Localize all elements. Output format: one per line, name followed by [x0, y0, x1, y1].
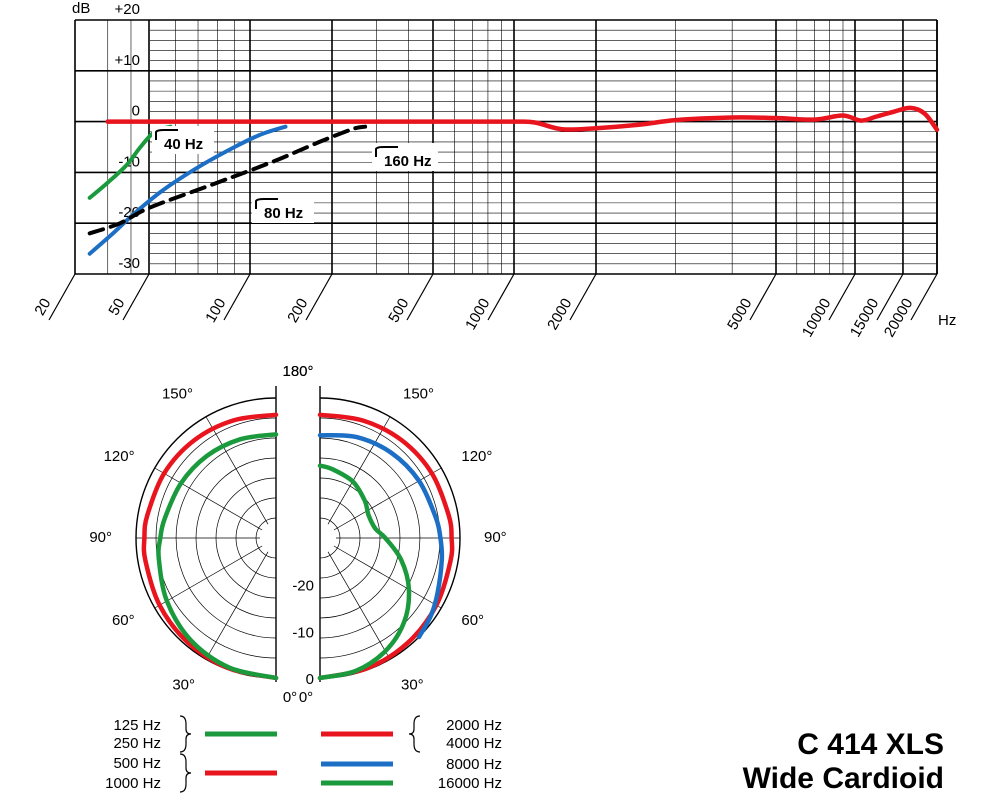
model-name: C 414 XLS — [797, 728, 944, 761]
x-tick-mark — [48, 273, 76, 321]
polar-spoke — [327, 551, 391, 660]
legend-label: 16000 Hz — [438, 775, 502, 792]
legend-brace — [179, 753, 192, 793]
legend-brace — [408, 715, 421, 753]
polar-spoke — [333, 467, 442, 531]
product-title: C 414 XLS Wide Cardioid — [743, 728, 944, 796]
polar-spoke — [205, 416, 269, 525]
cutoff-label: 160 Hz — [384, 153, 432, 170]
pattern-name: Wide Cardioid — [742, 762, 944, 795]
cutoff-label: 40 Hz — [164, 136, 203, 153]
polar-spoke — [333, 545, 442, 609]
frequency-grid — [74, 19, 938, 275]
x-tick-mark — [487, 273, 515, 321]
polar-left-green-curve — [156, 432, 279, 681]
filter-icon — [375, 146, 398, 157]
legend-label: 250 Hz — [113, 735, 161, 752]
x-tick-mark — [749, 273, 777, 321]
polar-spoke — [205, 551, 269, 660]
angle-label: 90° — [484, 529, 507, 546]
angle-label: 90° — [89, 529, 112, 546]
polar-spoke — [154, 545, 263, 609]
polar-left-red-curve — [141, 412, 279, 681]
radial-level-label: -20 — [292, 578, 314, 595]
y-tick-label: -30 — [118, 255, 140, 272]
cutoff-flag: 80 Hz — [252, 195, 314, 223]
angle-label: 0° — [299, 689, 313, 706]
cutoff-flag: 160 Hz — [372, 143, 438, 171]
cutoff-flag: 40 Hz — [152, 126, 214, 154]
x-tick-label: 50 — [105, 296, 128, 319]
legend-label: 125 Hz — [113, 717, 161, 734]
x-tick-mark — [910, 273, 938, 321]
series-black-line — [87, 124, 368, 236]
polar-series — [141, 412, 455, 681]
polar-right-green-curve — [317, 463, 412, 681]
polar-spoke — [327, 416, 391, 525]
x-tick-label: 1000 — [462, 296, 493, 333]
x-tick-label: 100 — [202, 296, 229, 326]
frequency-response-chart: 20 50 100 200 500 1000 2000 5000 10000 1500020000… — [31, 0, 956, 340]
legend-label: 500 Hz — [113, 755, 161, 772]
series-blue-line — [87, 124, 288, 256]
legend-brace — [179, 715, 192, 753]
x-tick-label: 15000 — [847, 296, 883, 341]
x-tick-label: 200 — [284, 296, 311, 326]
radial-level-label: -10 — [292, 624, 314, 641]
angle-label: 120° — [461, 448, 492, 465]
x-tick-mark — [406, 273, 434, 321]
x-tick-mark — [305, 273, 333, 321]
x-tick-mark — [876, 273, 904, 321]
angle-label: 180° — [282, 363, 313, 380]
x-tick-label: 5000 — [724, 296, 755, 333]
x-tick-label: 20000 — [881, 296, 917, 341]
legend-label: 2000 Hz — [446, 717, 502, 734]
angle-label: 150° — [403, 386, 434, 403]
polar-right-red-curve — [317, 412, 455, 681]
series-red-line — [105, 105, 940, 132]
angle-label: 0° — [283, 689, 297, 706]
filter-icon — [155, 129, 178, 140]
x-tick-label: 10000 — [799, 296, 835, 341]
y-axis-label: dB — [72, 0, 90, 17]
angle-label: 180° — [282, 363, 313, 380]
angle-label: 150° — [162, 386, 193, 403]
x-tick-mark — [122, 273, 150, 321]
radial-level-label: 0 — [306, 671, 314, 688]
angle-label: 60° — [461, 612, 484, 629]
cutoff-annotations: 40 Hz 80 Hz 160 Hz — [152, 126, 438, 223]
legend-label: 4000 Hz — [446, 735, 502, 752]
x-tick-label: 2000 — [544, 296, 575, 333]
angle-label: 30° — [401, 676, 424, 693]
y-tick-label: +20 — [115, 1, 140, 18]
polar-labels: 180°150°120°90°60°30°0°180°150°120°90°60… — [89, 363, 506, 706]
legend-label: 1000 Hz — [105, 775, 161, 792]
x-tick-mark — [223, 273, 251, 321]
angle-label: 120° — [104, 448, 135, 465]
y-tick-label: 0 — [132, 103, 140, 120]
polar-right-blue-curve — [317, 432, 445, 640]
filter-icon — [255, 198, 278, 209]
x-tick-mark — [569, 273, 597, 321]
x-axis-label: Hz — [938, 312, 956, 329]
polar-spoke — [154, 467, 263, 531]
frequency-tick-labels: 20 50 100 200 500 1000 2000 5000 10000 1500020000… — [31, 1, 938, 341]
x-tick-label: 20 — [31, 296, 54, 319]
cutoff-label: 80 Hz — [264, 205, 303, 222]
x-tick-label: 500 — [385, 296, 412, 326]
angle-label: 60° — [112, 612, 135, 629]
y-tick-label: +10 — [115, 52, 140, 69]
x-tick-mark — [828, 273, 856, 321]
angle-label: 30° — [172, 676, 195, 693]
legend-label: 8000 Hz — [446, 756, 502, 773]
polar-pattern-chart: 180°150°120°90°60°30°0°180°150°120°90°60… — [89, 363, 506, 706]
